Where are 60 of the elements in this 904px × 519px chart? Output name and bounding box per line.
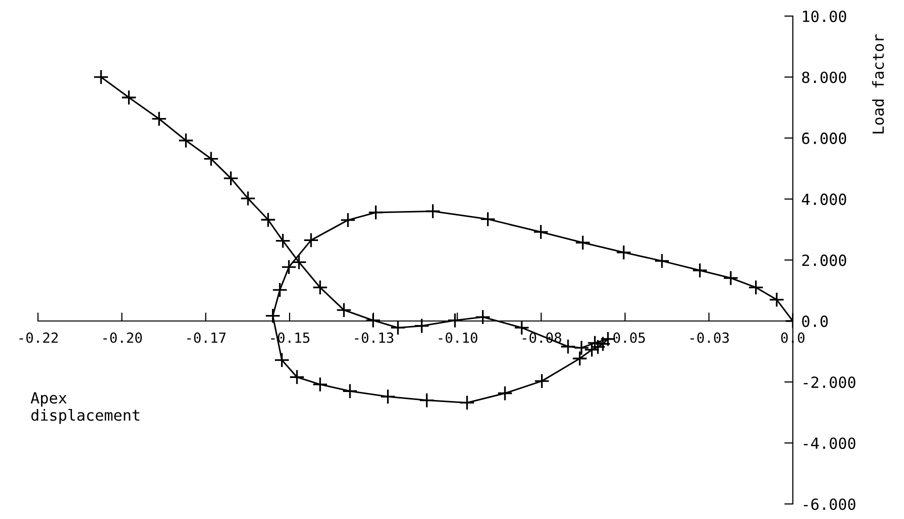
point (587, 335, 603, 351)
point (178, 132, 194, 148)
point (291, 254, 307, 270)
point (281, 259, 297, 275)
y-tick-label: 8.000 (802, 72, 846, 84)
x-tick-label: -0.13 (354, 332, 394, 343)
point (260, 212, 276, 228)
y-tick-label: 2.000 (802, 254, 846, 266)
y-tick-label: -2.000 (804, 376, 856, 388)
point (121, 90, 137, 106)
point (574, 340, 590, 356)
x-tick-label: -0.22 (19, 332, 58, 343)
point (265, 308, 281, 324)
y-tick-label: 4.000 (802, 194, 846, 206)
point (275, 233, 291, 249)
y-tick-label: 6.000 (802, 132, 846, 144)
point (768, 292, 784, 308)
x-tick-label: -0.03 (690, 332, 729, 343)
point (575, 234, 591, 250)
point (414, 318, 430, 334)
point (312, 280, 328, 296)
point (459, 394, 475, 410)
point (240, 190, 256, 206)
point (534, 373, 550, 389)
point (533, 224, 549, 240)
point (340, 212, 356, 228)
point (692, 262, 708, 278)
y-tick-label: -6.000 (804, 498, 856, 510)
point (342, 383, 358, 399)
point (425, 203, 441, 220)
point (419, 392, 435, 408)
point (560, 338, 576, 354)
point (312, 376, 328, 392)
point (616, 244, 632, 260)
point (336, 302, 352, 318)
point (151, 111, 167, 127)
x-tick-label: -0.10 (438, 332, 478, 343)
x-axis-title: Apex displacement (30, 392, 140, 424)
point (289, 369, 305, 385)
point (572, 350, 588, 366)
point (748, 280, 764, 296)
x-tick-label: -0.20 (103, 332, 142, 343)
point (368, 204, 384, 220)
point (303, 232, 319, 248)
point (272, 282, 288, 298)
y-tick-label: 10.00 (802, 10, 846, 22)
y-tick-label: 0.0 (802, 316, 828, 328)
point (722, 270, 739, 286)
point (475, 309, 491, 325)
point (274, 352, 290, 368)
point (654, 253, 670, 269)
point (380, 388, 396, 404)
x-tick-label: -0.17 (187, 332, 226, 343)
y-axis-title: Load factor (872, 34, 884, 134)
point (93, 69, 109, 85)
point (203, 151, 219, 167)
point (497, 385, 513, 402)
point (223, 170, 239, 186)
point (480, 211, 496, 227)
y-tick-label: -4.000 (804, 437, 856, 450)
